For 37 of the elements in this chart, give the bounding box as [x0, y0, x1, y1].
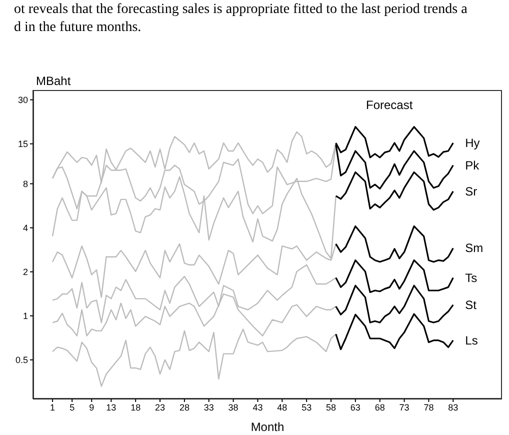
- series-label: Sr: [465, 184, 478, 198]
- y-tick-label: 4: [22, 222, 28, 233]
- x-tick-label: 78: [424, 402, 434, 412]
- x-tick-label: 23: [155, 402, 166, 412]
- x-tick-label: 38: [228, 402, 238, 412]
- y-tick-label: 1: [22, 311, 28, 322]
- x-tick-label: 83: [448, 402, 458, 412]
- x-tick-label: 13: [106, 402, 116, 412]
- x-tick-label: 58: [326, 402, 336, 412]
- y-tick-label: 30: [18, 94, 28, 105]
- x-tick-label: 9: [89, 402, 94, 412]
- x-tick-label: 5: [70, 402, 75, 412]
- series-label: Ls: [465, 333, 478, 348]
- series-label: St: [465, 298, 478, 312]
- x-tick-label: 18: [130, 402, 141, 412]
- x-tick-label: 43: [252, 402, 263, 412]
- series-label: Sm: [465, 241, 484, 256]
- x-tick-label: 63: [350, 402, 360, 412]
- series-label: Pk: [465, 158, 480, 172]
- x-tick-label: 1: [50, 402, 56, 412]
- text: d in the future months.: [14, 20, 142, 36]
- y-tick-label: 15: [18, 139, 28, 150]
- y-axis-title: MBaht: [36, 74, 71, 88]
- y-tick-label: 2: [22, 267, 28, 277]
- x-tick-label: 28: [179, 402, 190, 412]
- y-tick-label: 0.5: [15, 355, 28, 366]
- series-label: Ts: [465, 270, 478, 285]
- x-tick-label: 68: [374, 402, 385, 412]
- text: ot reveals that the forecasting sales is appropriate fitted to the last period trends a: [14, 2, 468, 18]
- y-tick-label: 8: [22, 178, 28, 189]
- x-tick-label: 73: [399, 402, 410, 412]
- x-tick-label: 48: [277, 402, 288, 412]
- annotation: Forecast: [366, 98, 413, 112]
- x-tick-label: 33: [204, 402, 214, 412]
- x-tick-label: 53: [302, 402, 312, 412]
- series-label: Hy: [465, 136, 480, 150]
- x-axis-title: Month: [250, 420, 284, 434]
